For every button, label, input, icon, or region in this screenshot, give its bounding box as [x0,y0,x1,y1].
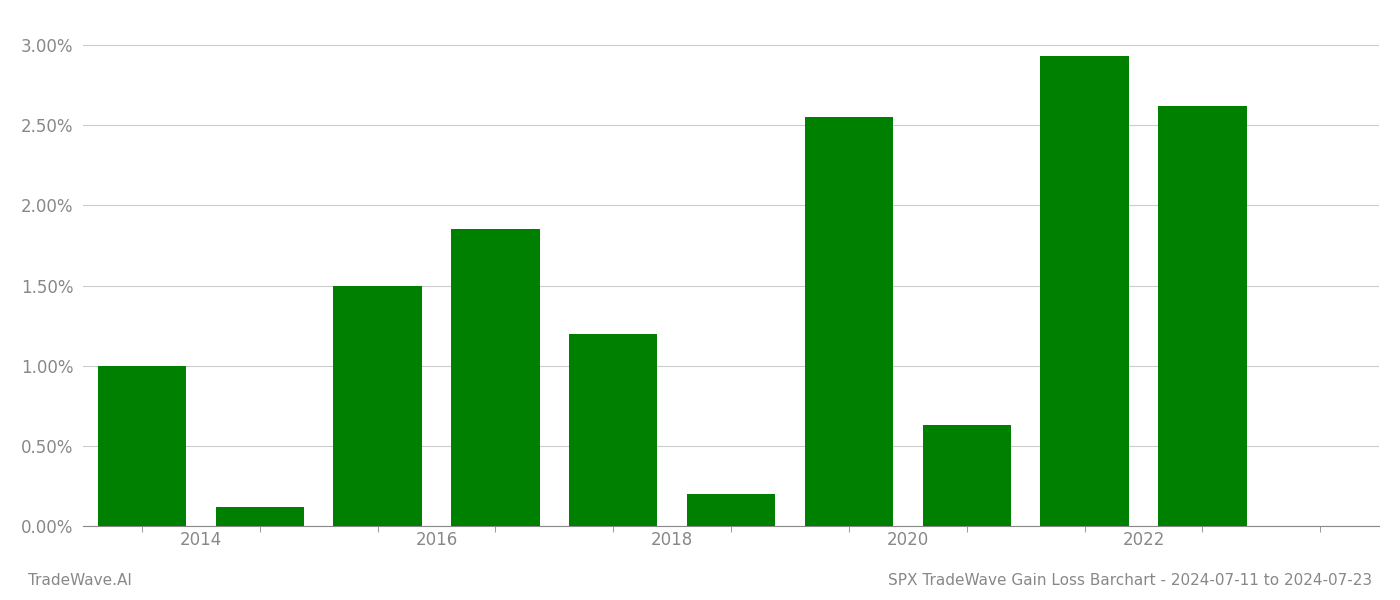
Bar [1158,106,1246,526]
Bar [98,366,186,526]
Bar [687,494,776,526]
Bar [333,286,421,526]
Bar [568,334,658,526]
Text: SPX TradeWave Gain Loss Barchart - 2024-07-11 to 2024-07-23: SPX TradeWave Gain Loss Barchart - 2024-… [888,573,1372,588]
Text: TradeWave.AI: TradeWave.AI [28,573,132,588]
Bar [1040,56,1128,526]
Bar [216,507,304,526]
Bar [451,229,539,526]
Bar [805,117,893,526]
Bar [923,425,1011,526]
